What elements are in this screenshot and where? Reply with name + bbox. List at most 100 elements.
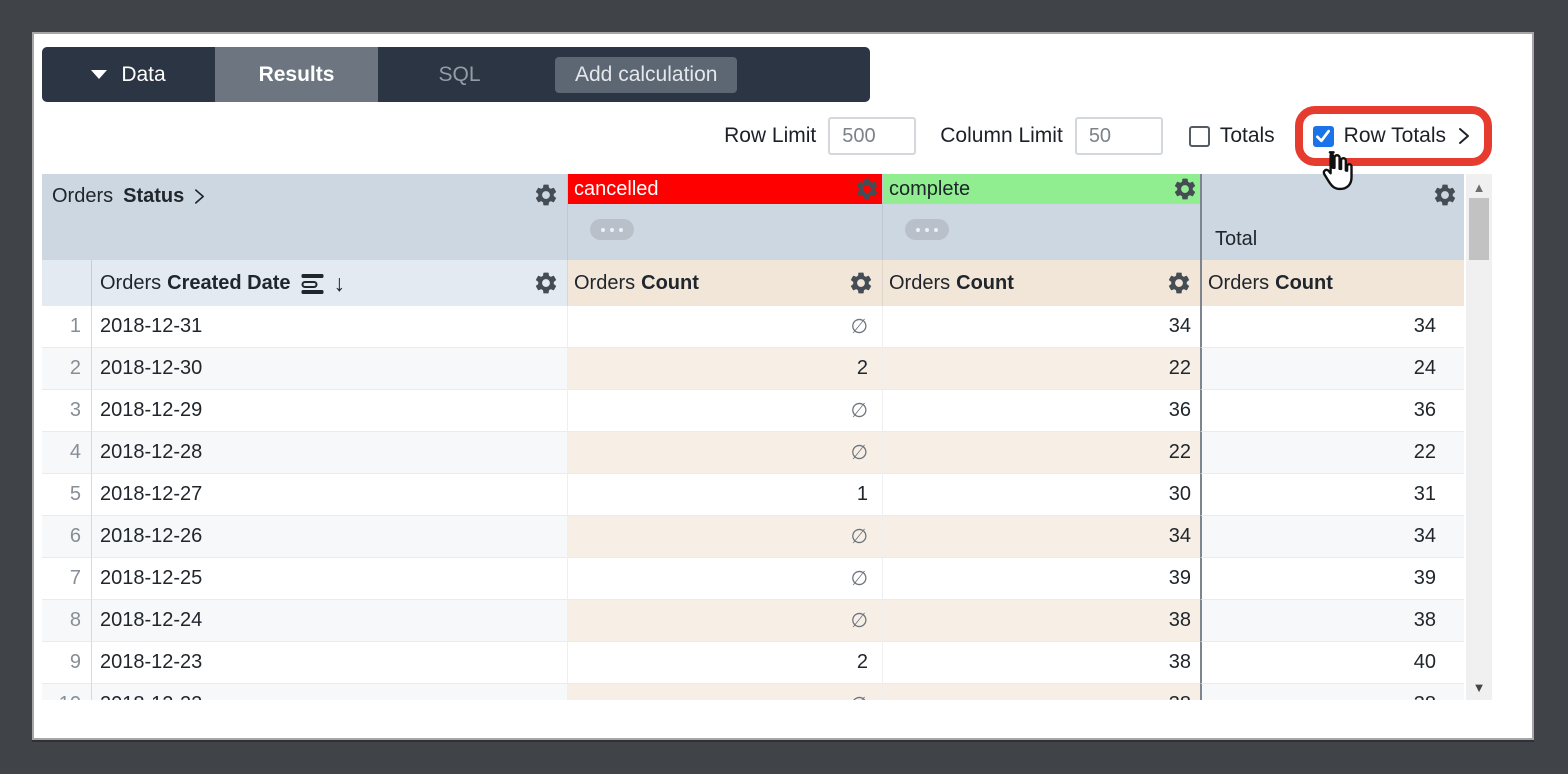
row-total-cell[interactable]: 36 <box>1200 390 1464 432</box>
row-total-cell[interactable]: 40 <box>1200 642 1464 684</box>
gear-icon[interactable] <box>1172 176 1198 202</box>
pivot-value-column-complete: complete <box>882 174 1200 260</box>
row-field-header[interactable]: Orders Created Date ↓ <box>92 260 567 306</box>
query-controls: Row Limit Column Limit Totals Row Totals <box>724 106 1492 191</box>
date-cell[interactable]: 2018-12-23 <box>92 642 567 684</box>
null-value: ∅ <box>850 526 868 548</box>
row-index-cell: 10 <box>42 684 92 700</box>
subtotal-icon[interactable] <box>300 271 325 295</box>
row-total-cell[interactable]: 31 <box>1200 474 1464 516</box>
measure-view-label: Orders <box>889 271 951 294</box>
gear-icon[interactable] <box>533 270 559 296</box>
column-limit-label: Column Limit <box>940 124 1063 147</box>
date-cell[interactable]: 2018-12-30 <box>92 348 567 390</box>
date-cell[interactable]: 2018-12-24 <box>92 600 567 642</box>
sort-desc-icon[interactable]: ↓ <box>333 269 346 296</box>
gear-icon[interactable] <box>1166 270 1192 296</box>
row-totals-toggle[interactable]: Row Totals <box>1312 124 1470 148</box>
complete-count-cell[interactable]: 36 <box>882 390 1200 432</box>
measure-field-label: Count <box>641 271 699 294</box>
scroll-down-arrow[interactable]: ▼ <box>1472 679 1486 695</box>
null-value: ∅ <box>850 316 868 338</box>
vertical-scrollbar[interactable]: ▲ ▼ <box>1466 174 1492 700</box>
pivot-header-band: Orders Status cancelled complete <box>42 174 1464 260</box>
chevron-right-icon <box>1459 128 1469 144</box>
table-row: 3 2018-12-29 ∅ 36 36 <box>42 390 1464 432</box>
column-limit-input[interactable] <box>1074 117 1163 155</box>
measure-header-complete[interactable]: Orders Count <box>882 260 1200 306</box>
table-row: 9 2018-12-23 2 38 40 <box>42 642 1464 684</box>
complete-count-cell[interactable]: 34 <box>882 306 1200 348</box>
row-total-cell[interactable]: 34 <box>1200 306 1464 348</box>
table-row: 4 2018-12-28 ∅ 22 22 <box>42 432 1464 474</box>
date-cell[interactable]: 2018-12-31 <box>92 306 567 348</box>
complete-count-cell[interactable]: 30 <box>882 474 1200 516</box>
table-row: 2 2018-12-30 2 22 24 <box>42 348 1464 390</box>
cancelled-count-cell[interactable]: ∅ <box>567 432 882 474</box>
measure-header-cancelled[interactable]: Orders Count <box>567 260 882 306</box>
date-cell[interactable]: 2018-12-29 <box>92 390 567 432</box>
row-limit-input[interactable] <box>828 117 917 155</box>
cancelled-count-cell[interactable]: ∅ <box>567 684 882 700</box>
cancelled-count-cell[interactable]: 2 <box>567 642 882 684</box>
complete-count-cell[interactable]: 39 <box>882 558 1200 600</box>
gear-icon[interactable] <box>848 270 874 296</box>
row-index-cell: 8 <box>42 600 92 642</box>
pivot-dimension-header[interactable]: Orders Status <box>42 174 567 260</box>
scroll-thumb[interactable] <box>1469 198 1489 260</box>
null-value: ∅ <box>850 442 868 464</box>
row-totals-checkbox[interactable] <box>1312 125 1334 147</box>
cancelled-count-cell[interactable]: ∅ <box>567 516 882 558</box>
table-row: 7 2018-12-25 ∅ 39 39 <box>42 558 1464 600</box>
gear-icon[interactable] <box>854 176 880 202</box>
pivot-value-header[interactable]: cancelled <box>568 174 882 204</box>
tab-results[interactable]: Results <box>215 47 378 102</box>
date-cell[interactable]: 2018-12-25 <box>92 558 567 600</box>
cancelled-count-cell[interactable]: ∅ <box>567 390 882 432</box>
pivot-value-label: cancelled <box>574 177 659 200</box>
measure-header-total[interactable]: Orders Count <box>1200 260 1464 306</box>
row-total-cell[interactable]: 34 <box>1200 516 1464 558</box>
complete-count-cell[interactable]: 38 <box>882 642 1200 684</box>
cancelled-count-cell[interactable]: ∅ <box>567 306 882 348</box>
totals-toggle[interactable]: Totals <box>1188 124 1275 148</box>
date-cell[interactable]: 2018-12-26 <box>92 516 567 558</box>
row-total-cell[interactable]: 22 <box>1200 432 1464 474</box>
gear-icon[interactable] <box>1432 182 1458 208</box>
complete-count-cell[interactable]: 22 <box>882 348 1200 390</box>
row-totals-label: Row Totals <box>1343 124 1446 147</box>
cancelled-count-cell[interactable]: 1 <box>567 474 882 516</box>
complete-count-cell[interactable]: 38 <box>882 684 1200 700</box>
pivot-value-column-cancelled: cancelled <box>567 174 882 260</box>
table-body: 1 2018-12-31 ∅ 34 34 2 2018-12-30 2 22 24 3 2018-12… <box>42 306 1464 700</box>
complete-count-cell[interactable]: 34 <box>882 516 1200 558</box>
date-cell[interactable]: 2018-12-22 <box>92 684 567 700</box>
tab-sql[interactable]: SQL <box>438 62 481 86</box>
add-calculation-button[interactable]: Add calculation <box>555 56 738 93</box>
null-value: ∅ <box>850 400 868 422</box>
date-cell[interactable]: 2018-12-28 <box>92 432 567 474</box>
gear-icon[interactable] <box>533 182 559 208</box>
complete-count-cell[interactable]: 38 <box>882 600 1200 642</box>
date-cell[interactable]: 2018-12-27 <box>92 474 567 516</box>
scroll-up-arrow[interactable]: ▲ <box>1472 179 1486 195</box>
row-total-cell[interactable]: 39 <box>1200 558 1464 600</box>
data-section-toggle[interactable]: Data <box>42 47 215 102</box>
row-total-cell[interactable]: 24 <box>1200 348 1464 390</box>
cancelled-count-cell[interactable]: ∅ <box>567 558 882 600</box>
row-total-cell[interactable]: 38 <box>1200 600 1464 642</box>
pivot-menu-button[interactable] <box>590 219 634 240</box>
totals-checkbox[interactable] <box>1188 125 1210 147</box>
chevron-right-icon[interactable] <box>194 188 205 205</box>
caret-down-icon <box>91 70 108 79</box>
hand-cursor-icon <box>1322 151 1353 191</box>
pivot-menu-button[interactable] <box>905 219 949 240</box>
pivot-value-header[interactable]: complete <box>883 174 1200 204</box>
complete-count-cell[interactable]: 22 <box>882 432 1200 474</box>
row-index-cell: 6 <box>42 516 92 558</box>
row-total-cell[interactable]: 38 <box>1200 684 1464 700</box>
cancelled-count-cell[interactable]: ∅ <box>567 600 882 642</box>
cancelled-count-cell[interactable]: 2 <box>567 348 882 390</box>
row-view-label: Orders <box>100 271 162 294</box>
